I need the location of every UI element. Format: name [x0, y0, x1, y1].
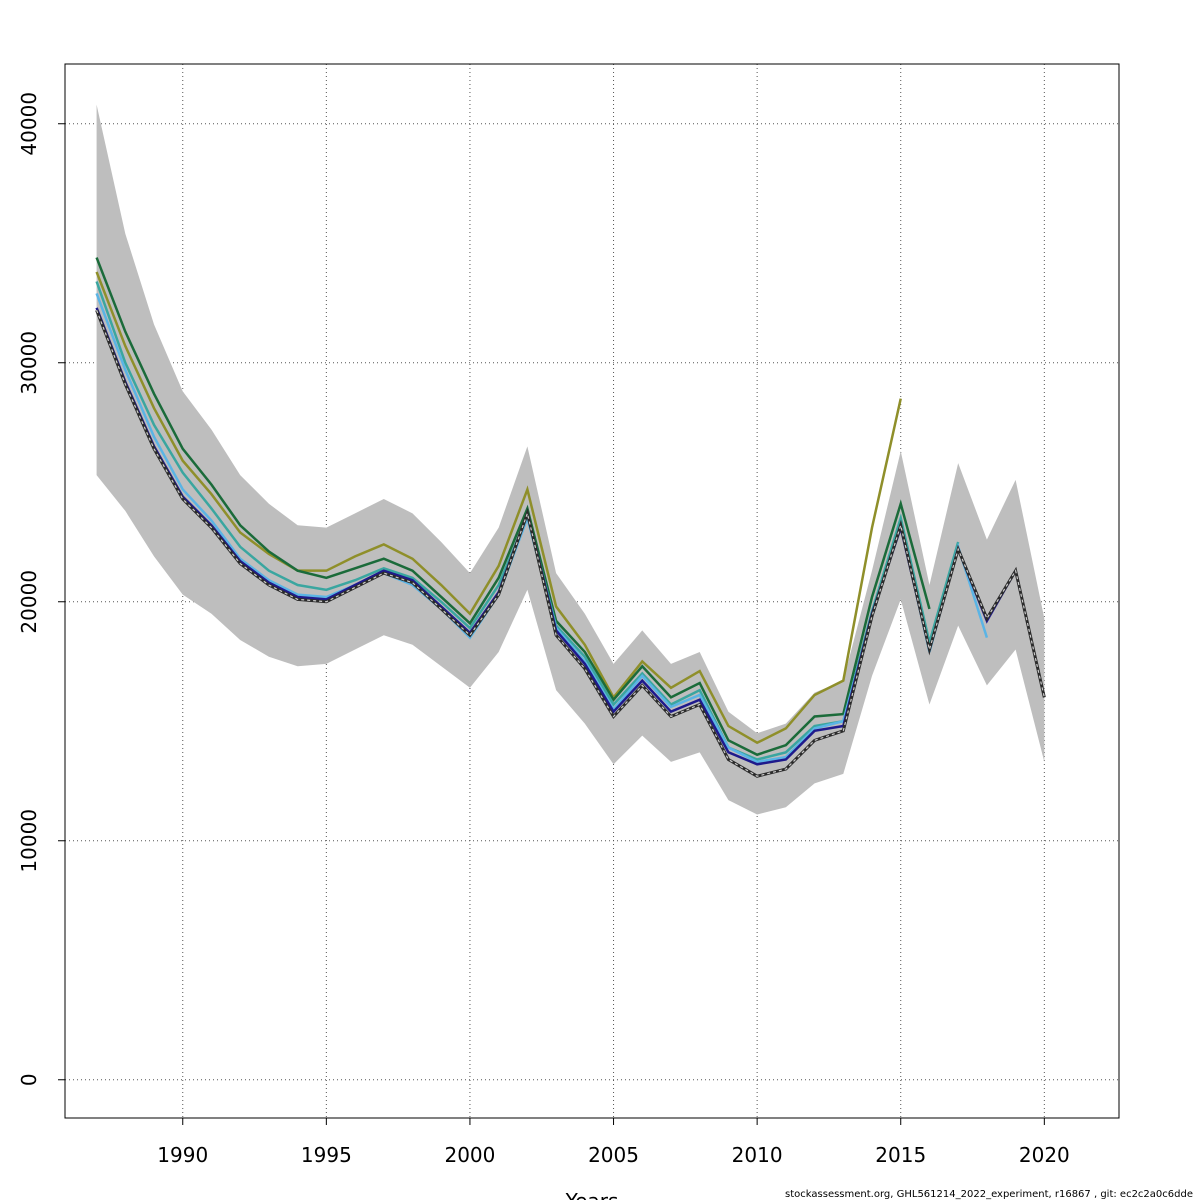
series-lines: [95, 257, 1046, 778]
x-tick-label: 2020: [1019, 1143, 1070, 1167]
x-ticks: 1990 1995 2000 2005 2010 2015 2020: [157, 1118, 1070, 1167]
y-tick-label: 30000: [17, 331, 41, 395]
y-tick-label: 40000: [17, 92, 41, 156]
series-line: [95, 271, 902, 745]
series-line: [95, 257, 931, 757]
x-axis-title: Years: [565, 1189, 619, 1200]
y-ticks: 0 10000 20000 30000 40000: [17, 92, 65, 1086]
confidence-band-area: [96, 104, 1045, 815]
footer-note: stockassessment.org, GHL561214_2022_expe…: [785, 1189, 1193, 1200]
x-tick-label: 2010: [732, 1143, 783, 1167]
y-tick-label: 20000: [17, 570, 41, 634]
x-tick-label: 1995: [301, 1143, 352, 1167]
confidence-band: [96, 104, 1045, 815]
y-tick-label: 10000: [17, 809, 41, 873]
series-line-dash: [96, 309, 1045, 777]
y-tick-label: 0: [17, 1073, 41, 1086]
x-tick-label: 2005: [588, 1143, 639, 1167]
x-tick-label: 2000: [444, 1143, 495, 1167]
x-tick-label: 1990: [157, 1143, 208, 1167]
x-tick-label: 2015: [875, 1143, 926, 1167]
